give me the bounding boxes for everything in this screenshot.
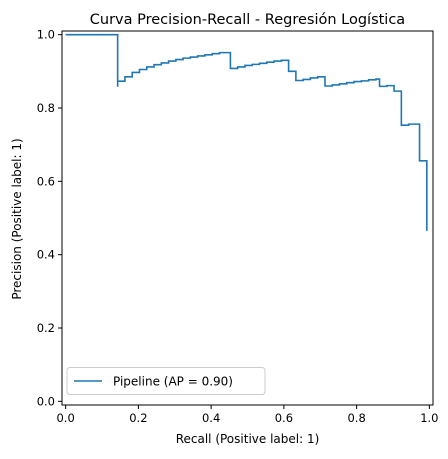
y-tick-label-2: 0.4: [37, 248, 55, 262]
x-tick-label-4: 0.8: [347, 411, 365, 425]
x-axis-ticks: 0.0 0.2 0.4 0.6 0.8 1.0: [56, 405, 439, 425]
series-line-0: [65, 33, 428, 231]
plot-area: [61, 30, 434, 406]
x-tick-label-5: 1.0: [420, 411, 438, 425]
x-axis-label: Recall (Positive label: 1): [176, 432, 320, 446]
y-axis-label: Precision (Positive label: 1): [10, 138, 24, 299]
legend: Pipeline (AP = 0.90): [66, 367, 266, 395]
y-tick-label-3: 0.6: [37, 174, 55, 188]
legend-box: [66, 367, 266, 395]
x-tick-label-1: 0.2: [129, 411, 147, 425]
chart-title: Curva Precision-Recall - Regresión Logís…: [90, 12, 405, 28]
legend-entry-label: Pipeline (AP = 0.90): [113, 375, 233, 389]
x-tick-label-3: 0.6: [275, 411, 293, 425]
y-axis-ticks: 0.0 0.2 0.4 0.6 0.8 1.0: [37, 28, 62, 408]
y-tick-label-4: 0.8: [37, 101, 55, 115]
axes-frame: [61, 30, 434, 406]
x-tick-label-0: 0.0: [56, 411, 74, 425]
y-tick-label-1: 0.2: [37, 321, 55, 335]
x-tick-label-2: 0.4: [202, 411, 220, 425]
y-tick-label-0: 0.0: [37, 394, 55, 408]
y-tick-label-5: 1.0: [37, 28, 55, 42]
